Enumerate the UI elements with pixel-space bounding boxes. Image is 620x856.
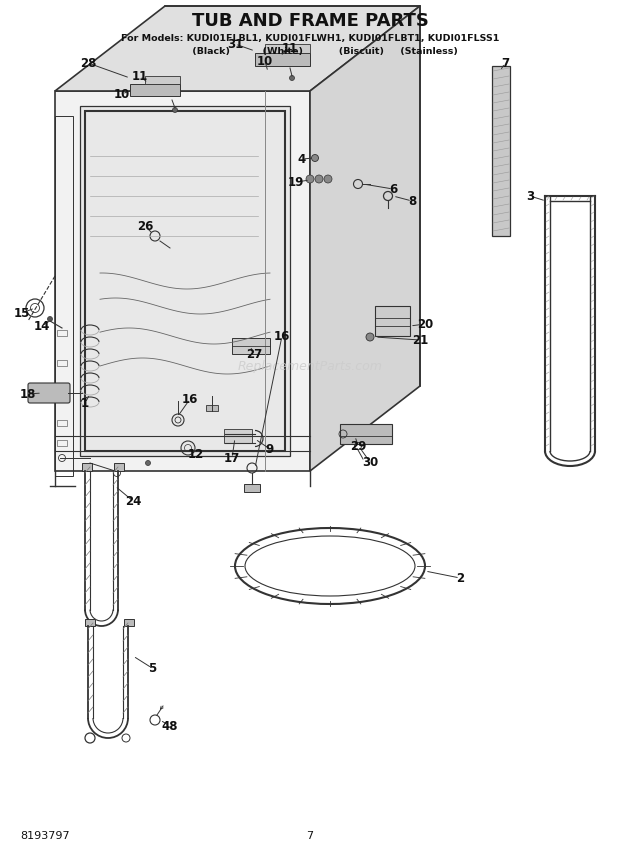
- Text: 4: 4: [298, 152, 306, 165]
- Text: 5: 5: [148, 662, 156, 675]
- Text: 2: 2: [456, 572, 464, 585]
- Text: 6: 6: [389, 182, 397, 195]
- Text: 27: 27: [246, 348, 262, 360]
- Circle shape: [172, 108, 177, 112]
- Text: 29: 29: [350, 439, 366, 453]
- Bar: [82, 463, 92, 471]
- Text: For Models: KUDI01FLBL1, KUDI01FLWH1, KUDI01FLBT1, KUDI01FLSS1: For Models: KUDI01FLBL1, KUDI01FLWH1, KU…: [121, 33, 499, 43]
- Bar: [255, 53, 310, 66]
- Text: 9: 9: [266, 443, 274, 455]
- Text: 3: 3: [526, 189, 534, 203]
- Text: 11: 11: [132, 69, 148, 82]
- Circle shape: [146, 461, 151, 466]
- Text: 24: 24: [125, 495, 141, 508]
- Text: 14: 14: [34, 319, 50, 332]
- Polygon shape: [310, 6, 420, 471]
- Text: 7: 7: [306, 831, 314, 841]
- Bar: [57, 440, 67, 446]
- Circle shape: [366, 333, 374, 341]
- Text: 26: 26: [137, 219, 153, 233]
- Bar: [57, 390, 67, 396]
- Text: 12: 12: [188, 448, 204, 461]
- Text: 48: 48: [162, 720, 179, 733]
- Circle shape: [311, 154, 319, 162]
- Bar: [124, 619, 134, 626]
- Bar: [206, 405, 218, 411]
- Bar: [224, 429, 252, 443]
- Polygon shape: [55, 6, 420, 91]
- Bar: [80, 106, 290, 456]
- Bar: [232, 338, 270, 354]
- Bar: [340, 424, 392, 444]
- Text: 10: 10: [114, 87, 130, 100]
- Text: 30: 30: [362, 455, 378, 468]
- Circle shape: [315, 175, 323, 183]
- Circle shape: [306, 175, 314, 183]
- Text: 15: 15: [14, 306, 30, 319]
- Bar: [85, 619, 95, 626]
- Bar: [244, 484, 260, 492]
- Text: 8: 8: [408, 194, 416, 207]
- Circle shape: [290, 75, 294, 80]
- Text: ReplacementParts.com: ReplacementParts.com: [237, 360, 383, 372]
- Bar: [57, 330, 67, 336]
- Bar: [55, 116, 73, 476]
- Bar: [130, 84, 180, 96]
- Text: 11: 11: [282, 41, 298, 55]
- Text: 28: 28: [80, 56, 96, 69]
- Circle shape: [48, 317, 53, 322]
- Text: 1: 1: [81, 396, 89, 409]
- Bar: [57, 420, 67, 426]
- Text: 31: 31: [227, 38, 243, 51]
- Bar: [265, 44, 310, 53]
- Bar: [375, 306, 410, 336]
- Text: 8193797: 8193797: [20, 831, 69, 841]
- Text: 18: 18: [20, 388, 36, 401]
- Text: 19: 19: [288, 175, 304, 188]
- Bar: [85, 111, 285, 451]
- Bar: [492, 66, 510, 236]
- Text: 7: 7: [501, 56, 509, 69]
- Circle shape: [324, 175, 332, 183]
- Text: (Black)          (White)           (Biscuit)     (Stainless): (Black) (White) (Biscuit) (Stainless): [162, 46, 458, 56]
- Text: 10: 10: [257, 55, 273, 68]
- Text: 21: 21: [412, 334, 428, 347]
- Text: 17: 17: [224, 451, 240, 465]
- FancyArrowPatch shape: [161, 706, 163, 709]
- Bar: [57, 360, 67, 366]
- Bar: [55, 91, 310, 471]
- Bar: [114, 463, 124, 471]
- Text: TUB AND FRAME PARTS: TUB AND FRAME PARTS: [192, 12, 428, 30]
- Text: 16: 16: [274, 330, 290, 342]
- Text: 20: 20: [417, 318, 433, 330]
- Bar: [145, 76, 180, 84]
- Text: 16: 16: [182, 393, 198, 406]
- FancyBboxPatch shape: [28, 383, 70, 403]
